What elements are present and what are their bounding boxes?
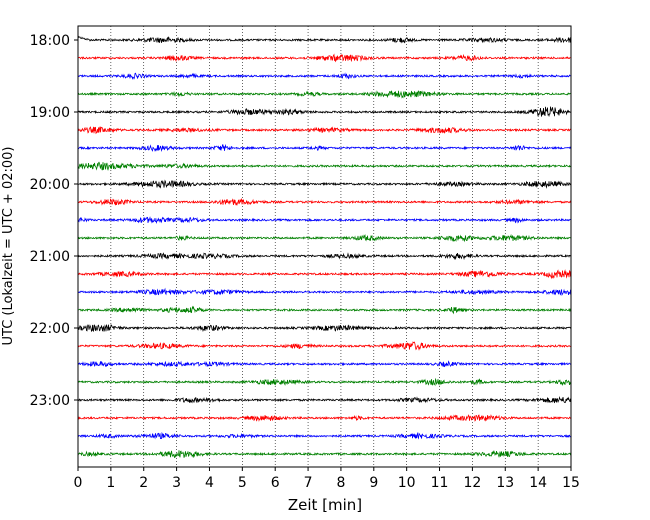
y-tick-label: 18:00 — [30, 33, 70, 49]
seismic-trace — [77, 414, 572, 422]
seismic-trace — [77, 161, 572, 171]
seismic-trace — [77, 287, 572, 297]
x-tick-label: 11 — [431, 475, 449, 491]
x-tick-label: 1 — [106, 475, 115, 491]
x-tick-label: 6 — [271, 475, 280, 491]
x-tick-label: 3 — [172, 475, 181, 491]
x-tick-label: 14 — [529, 475, 547, 491]
x-tick-label: 0 — [74, 475, 83, 491]
x-axis-ticks: 0 1 2 3 4 5 6 7 8 9 10 11 12 13 14 15 — [74, 467, 580, 491]
seismic-trace — [77, 126, 572, 135]
y-tick-label: 20:00 — [30, 177, 70, 193]
seismic-trace — [77, 269, 572, 280]
x-tick-label: 4 — [205, 475, 214, 491]
seismic-trace — [77, 143, 572, 152]
x-tick-label: 7 — [304, 475, 313, 491]
x-tick-label: 5 — [238, 475, 247, 491]
x-tick-label: 15 — [562, 475, 580, 491]
y-axis-ticks: 18:00 19:00 20:00 21:00 22:00 23:00 — [30, 33, 78, 409]
seismic-trace — [77, 252, 572, 261]
seismic-trace — [77, 90, 572, 99]
seismic-trace — [77, 305, 572, 315]
seismic-traces — [77, 35, 572, 459]
seismic-trace — [77, 106, 572, 118]
plot-frame — [77, 25, 572, 468]
y-tick-label: 21:00 — [30, 249, 70, 265]
seismic-trace — [77, 324, 572, 333]
x-axis-label: Zeit [min] — [288, 496, 362, 514]
y-axis-label: UTC (Lokalzeit = UTC + 02:00) — [1, 147, 16, 346]
y-tick-label: 19:00 — [30, 105, 70, 121]
seismic-trace — [77, 395, 572, 404]
seismic-trace — [77, 341, 572, 351]
x-tick-label: 12 — [463, 475, 481, 491]
y-tick-label: 23:00 — [30, 393, 70, 409]
x-tick-label: 13 — [496, 475, 514, 491]
seismic-trace — [77, 72, 572, 80]
seismic-trace — [77, 53, 572, 63]
seismic-trace — [77, 233, 572, 243]
x-tick-label: 8 — [336, 475, 345, 491]
seismic-trace — [77, 179, 572, 189]
seismic-trace — [77, 431, 572, 440]
seismic-trace — [77, 216, 572, 225]
y-tick-label: 22:00 — [30, 321, 70, 337]
seismic-trace — [77, 360, 572, 368]
x-tick-label: 10 — [398, 475, 416, 491]
x-tick-label: 9 — [369, 475, 378, 491]
x-tick-label: 2 — [139, 475, 148, 491]
seismic-trace — [77, 198, 572, 207]
seismic-trace — [77, 35, 572, 44]
seismic-trace — [77, 377, 572, 387]
seismic-trace — [77, 449, 572, 459]
